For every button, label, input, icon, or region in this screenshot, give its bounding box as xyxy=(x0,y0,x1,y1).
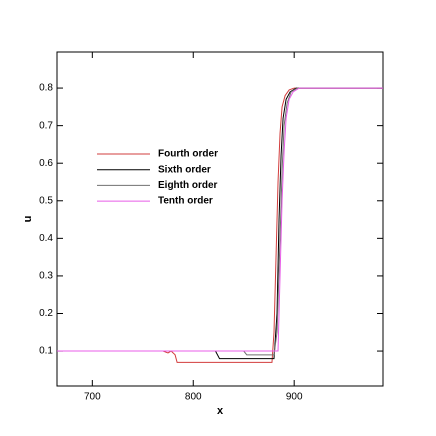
y-tick-label: 0.5 xyxy=(39,195,53,206)
x-tick-label: 900 xyxy=(286,392,303,403)
plot-frame xyxy=(56,51,384,387)
y-tick-label: 0.8 xyxy=(39,83,53,94)
legend-label: Eighth order xyxy=(158,180,218,191)
y-axis-label: u xyxy=(22,216,34,223)
series-line xyxy=(57,87,383,352)
y-tick-label: 0.1 xyxy=(39,346,53,357)
y-tick-label: 0.7 xyxy=(39,120,53,131)
legend-label: Fourth order xyxy=(158,149,218,160)
x-axis-label: x xyxy=(217,405,224,417)
x-tick-label: 700 xyxy=(84,392,101,403)
x-tick-label: 800 xyxy=(185,392,202,403)
y-tick-label: 0.2 xyxy=(39,308,53,319)
legend-label: Tenth order xyxy=(158,196,213,207)
series-line xyxy=(57,87,383,363)
series-line xyxy=(57,87,383,360)
y-tick-label: 0.3 xyxy=(39,271,53,282)
series-line xyxy=(57,87,383,356)
y-tick-label: 0.4 xyxy=(39,233,53,244)
legend-label: Sixth order xyxy=(158,164,211,175)
y-tick-label: 0.6 xyxy=(39,158,53,169)
